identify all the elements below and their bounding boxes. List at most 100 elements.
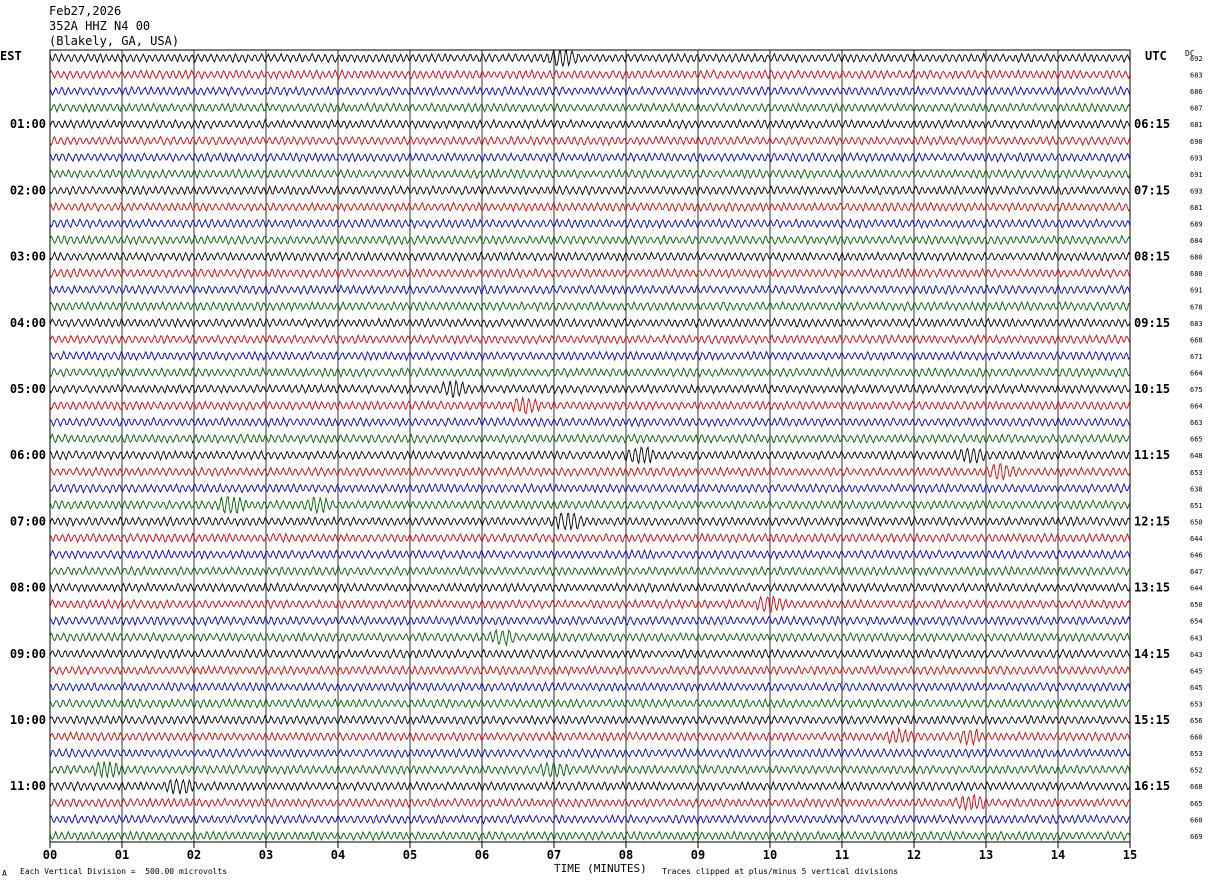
x-tick-label: 01 <box>115 848 129 862</box>
right-hour-label: 16:15 <box>1134 779 1170 793</box>
trace-row-24 <box>49 445 1131 465</box>
trace-row-3 <box>49 102 1131 114</box>
dc-offset-label: 638 <box>1190 485 1203 493</box>
trace-row-16 <box>49 317 1131 329</box>
x-tick-label: 07 <box>547 848 561 862</box>
x-tick-label: 02 <box>187 848 201 862</box>
trace-row-29 <box>49 532 1131 544</box>
x-tick-label: 08 <box>619 848 633 862</box>
dc-offset-label: 644 <box>1190 535 1203 543</box>
dc-offset-label: 684 <box>1190 237 1203 245</box>
x-tick-label: 11 <box>835 848 849 862</box>
dc-offset-label: 653 <box>1190 469 1203 477</box>
dc-offset-label: 690 <box>1190 138 1203 146</box>
left-hour-label: 03:00 <box>10 250 46 264</box>
dc-offset-label: 660 <box>1190 816 1203 824</box>
trace-row-13 <box>49 267 1131 279</box>
scale-note: Each Vertical Division = 500.00 microvol… <box>20 867 228 876</box>
trace-row-0 <box>49 48 1131 68</box>
left-axis-title: EST <box>0 49 22 63</box>
dc-offset-label: 668 <box>1190 336 1203 344</box>
trace-row-14 <box>49 283 1131 296</box>
trace-row-12 <box>49 250 1131 263</box>
dc-offset-label: 645 <box>1190 667 1203 675</box>
trace-row-26 <box>49 482 1131 495</box>
trace-row-32 <box>49 581 1131 594</box>
plot-frame <box>49 49 1131 843</box>
x-tick-label: 09 <box>691 848 705 862</box>
left-hour-label: 05:00 <box>10 382 46 396</box>
x-tick-label: 15 <box>1123 848 1137 862</box>
right-hour-label: 11:15 <box>1134 448 1170 462</box>
trace-row-45 <box>49 793 1131 812</box>
trace-row-38 <box>49 681 1131 693</box>
trace-row-2 <box>49 85 1131 97</box>
right-hour-label: 10:15 <box>1134 382 1170 396</box>
dc-offset-label: 663 <box>1190 419 1203 427</box>
right-hour-label: 09:15 <box>1134 316 1170 330</box>
dc-offset-label: 687 <box>1190 105 1203 113</box>
trace-row-47 <box>49 830 1131 842</box>
dc-offset-label: 691 <box>1190 171 1203 179</box>
trace-row-43 <box>49 760 1131 779</box>
right-hour-label: 08:15 <box>1134 250 1170 264</box>
left-hour-label: 08:00 <box>10 581 46 595</box>
trace-row-28 <box>49 512 1131 532</box>
trace-row-41 <box>49 727 1131 747</box>
header-date: Feb27,2026 <box>49 4 122 18</box>
trace-row-7 <box>49 168 1131 180</box>
trace-row-17 <box>49 333 1131 346</box>
header-location: (Blakely, GA, USA) <box>49 34 180 48</box>
trace-row-1 <box>49 68 1131 81</box>
right-hour-label: 14:15 <box>1134 647 1170 661</box>
x-tick-label: 14 <box>1051 848 1065 862</box>
trace-row-6 <box>49 151 1131 163</box>
dc-offset-label: 647 <box>1190 568 1203 576</box>
trace-row-40 <box>49 714 1131 726</box>
trace-row-20 <box>49 379 1131 398</box>
trace-row-42 <box>49 747 1131 759</box>
dc-offset-label: 681 <box>1190 204 1203 212</box>
left-hour-label: 06:00 <box>10 448 46 462</box>
dc-offset-label: 683 <box>1190 320 1203 328</box>
x-tick-label: 00 <box>43 848 57 862</box>
x-tick-label: 06 <box>475 848 489 862</box>
dc-offset-label: 650 <box>1190 601 1203 609</box>
trace-row-22 <box>49 416 1131 428</box>
clip-note: Traces clipped at plus/minus 5 vertical … <box>662 867 899 876</box>
left-hour-label: 02:00 <box>10 183 46 197</box>
dc-offset-label: 664 <box>1190 403 1203 411</box>
trace-row-9 <box>49 201 1131 213</box>
dc-offset-label: 681 <box>1190 121 1203 129</box>
dc-offset-label: 665 <box>1190 436 1203 444</box>
trace-row-11 <box>49 234 1131 246</box>
dc-offset-label: 651 <box>1190 502 1203 510</box>
corner-mark: A <box>2 869 7 878</box>
trace-row-33 <box>49 595 1131 613</box>
dc-offset-label: 669 <box>1190 833 1203 841</box>
dc-offset-label: 654 <box>1190 618 1203 626</box>
trace-row-25 <box>49 463 1131 481</box>
left-hour-label: 09:00 <box>10 647 46 661</box>
x-tick-label: 05 <box>403 848 417 862</box>
dc-offset-label: 680 <box>1190 254 1203 262</box>
trace-row-15 <box>49 300 1130 313</box>
right-hour-label: 12:15 <box>1134 514 1170 528</box>
dc-offset-label: 656 <box>1190 717 1203 725</box>
dc-offset-label: 644 <box>1190 585 1203 593</box>
trace-row-18 <box>49 350 1131 362</box>
left-hour-label: 11:00 <box>10 779 46 793</box>
dc-offset-label: 660 <box>1190 734 1203 742</box>
dc-offset-label: 664 <box>1190 369 1203 377</box>
dc-offset-label: 650 <box>1190 518 1203 526</box>
trace-row-19 <box>49 366 1131 379</box>
dc-offset-label: 668 <box>1190 783 1203 791</box>
dc-offset-label: 653 <box>1190 700 1203 708</box>
trace-row-8 <box>49 184 1130 196</box>
dc-offset-label: 645 <box>1190 684 1203 692</box>
trace-row-27 <box>49 496 1131 515</box>
x-tick-label: 12 <box>907 848 921 862</box>
trace-row-31 <box>49 565 1131 577</box>
right-hour-label: 15:15 <box>1134 713 1170 727</box>
dc-offset-label: 686 <box>1190 88 1203 96</box>
